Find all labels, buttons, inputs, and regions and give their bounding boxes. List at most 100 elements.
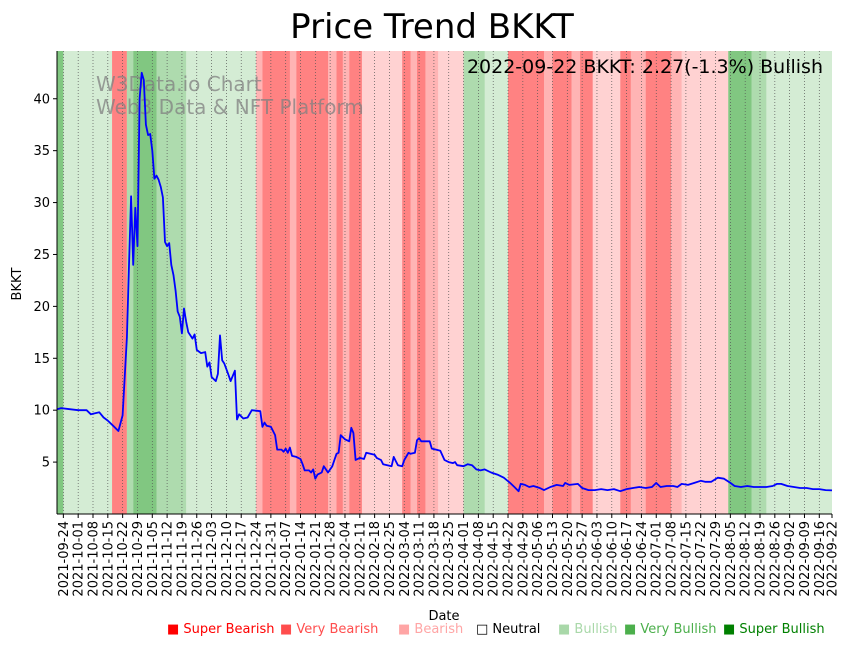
sentiment-band-very_bearish — [416, 51, 426, 514]
x-tick-label: 2022-03-04 — [398, 521, 413, 597]
x-tick-label: 2022-06-24 — [635, 521, 650, 597]
x-tick-label: 2022-01-21 — [309, 521, 324, 597]
x-tick-label: 2021-10-22 — [116, 521, 131, 597]
legend-marker: ■ — [280, 622, 296, 637]
x-tick-label: 2022-03-25 — [442, 521, 457, 597]
price-annotation: 2022-09-22 BKKT: 2.27(-1.3%) Bullish — [467, 56, 823, 78]
legend-label: Bullish — [574, 622, 617, 637]
sentiment-band-very_bullish — [57, 51, 64, 514]
legend-label: Neutral — [492, 622, 540, 637]
sentiment-band-very_bearish — [336, 51, 343, 514]
legend-item: ■ Super Bullish — [723, 622, 825, 637]
x-tick-label: 2021-12-17 — [235, 521, 250, 597]
y-ticks: 5 10 15 20 25 30 35 40 — [33, 92, 57, 471]
sentiment-band-bearish — [342, 51, 350, 514]
legend-marker: □ — [476, 622, 492, 637]
legend-label: Bearish — [414, 622, 463, 637]
x-tick-label: 2022-05-13 — [546, 521, 561, 597]
x-tick-label: 2022-05-27 — [576, 521, 591, 597]
legend-item: ■ Super Bearish — [167, 622, 275, 637]
sentiment-band-bearish_light — [681, 51, 729, 514]
x-tick-label: 2022-06-03 — [591, 521, 606, 597]
y-axis-label: BKKT — [10, 267, 25, 300]
x-tick-label: 2022-09-22 — [826, 521, 841, 597]
x-tick-label: 2022-07-08 — [665, 521, 680, 597]
legend-label: Very Bullish — [640, 622, 716, 637]
x-tick-label: 2022-01-28 — [324, 521, 339, 597]
x-tick-label: 2022-04-22 — [502, 521, 517, 597]
sentiment-band-bearish — [256, 51, 263, 514]
x-tick-label: 2022-06-10 — [605, 521, 620, 597]
x-tick-label: 2022-02-11 — [353, 521, 368, 597]
sentiment-band-bullish — [156, 51, 187, 514]
sentiment-band-bullish — [126, 51, 134, 514]
legend-label: Super Bullish — [739, 622, 824, 637]
sentiment-band-bearish — [671, 51, 682, 514]
x-tick-label: 2021-11-12 — [161, 521, 176, 597]
sentiment-band-very_bearish — [296, 51, 329, 514]
x-tick-label: 2022-01-07 — [279, 521, 294, 597]
legend-item: ■ Bullish — [558, 622, 617, 637]
chart-title: Price Trend BKKT — [290, 7, 574, 47]
y-tick-label: 40 — [33, 92, 50, 107]
sentiment-band-very_bearish — [620, 51, 631, 514]
y-tick-label: 30 — [33, 196, 50, 211]
x-tick-label: 2022-08-26 — [768, 521, 783, 597]
sentiment-band-bearish_light — [438, 51, 464, 514]
legend-marker: ■ — [167, 622, 183, 637]
y-tick-label: 20 — [33, 300, 50, 315]
x-tick-label: 2021-09-24 — [57, 521, 72, 597]
x-tick-label: 2021-12-31 — [264, 521, 279, 597]
sentiment-band-very_bearish — [112, 51, 127, 514]
legend-label: Super Bearish — [183, 622, 274, 637]
x-tick-label: 2022-02-04 — [339, 521, 354, 597]
watermark: W3Data.io Chart Web3 Data & NFT Platform — [96, 72, 364, 119]
sentiment-band-very_bullish — [728, 51, 752, 514]
sentiment-band-very_bearish — [552, 51, 572, 514]
sentiment-band-bearish — [425, 51, 439, 514]
sentiment-bands — [57, 51, 832, 514]
sentiment-band-bearish — [410, 51, 417, 514]
y-tick-label: 15 — [33, 352, 50, 367]
x-ticks: 2021-09-24 2021-10-01 2021-10-08 2021-10-15… — [57, 514, 841, 597]
sentiment-band-very_bearish — [508, 51, 545, 514]
x-tick-label: 2021-10-15 — [101, 521, 116, 597]
x-tick-label: 2022-02-18 — [368, 521, 383, 597]
sentiment-band-bullish — [463, 51, 485, 514]
x-tick-label: 2022-04-29 — [516, 521, 531, 597]
x-tick-label: 2022-07-15 — [679, 521, 694, 597]
x-tick-label: 2022-05-06 — [531, 521, 546, 597]
x-tick-label: 2022-08-05 — [724, 521, 739, 597]
x-tick-label: 2022-01-14 — [294, 521, 309, 597]
x-tick-label: 2022-04-01 — [457, 521, 472, 597]
x-tick-label: 2022-05-20 — [561, 521, 576, 597]
legend-marker: ■ — [723, 622, 739, 637]
series-group — [56, 71, 833, 493]
x-tick-label: 2021-10-29 — [131, 521, 146, 597]
x-tick-label: 2021-10-01 — [72, 521, 87, 597]
legend-label: Very Bearish — [296, 622, 378, 637]
sentiment-band-bearish — [289, 51, 297, 514]
x-tick-label: 2022-07-01 — [650, 521, 665, 597]
y-tick-label: 5 — [42, 456, 50, 471]
x-tick-label: 2021-12-03 — [205, 521, 220, 597]
sentiment-band-bullish_light — [63, 51, 113, 514]
sentiment-band-very_bearish — [349, 51, 362, 514]
x-tick-label: 2022-07-22 — [694, 521, 709, 597]
series-line-bkkt — [56, 71, 833, 493]
x-tick-label: 2022-09-16 — [813, 521, 828, 597]
x-tick-label: 2021-11-26 — [190, 521, 205, 597]
legend-item: □ Neutral — [476, 622, 540, 637]
x-tick-label: 2022-03-18 — [427, 521, 442, 597]
sentiment-band-bullish_light — [766, 51, 832, 514]
x-tick-label: 2022-08-19 — [754, 521, 769, 597]
x-tick-label: 2022-07-29 — [709, 521, 724, 597]
legend-item: ■ Bearish — [398, 622, 463, 637]
x-tick-label: 2021-11-05 — [146, 521, 161, 597]
vertical-gridlines — [63, 51, 820, 514]
legend-marker: ■ — [558, 622, 574, 637]
y-tick-label: 25 — [33, 248, 50, 263]
x-tick-label: 2022-09-09 — [798, 521, 813, 597]
sentiment-band-bearish — [328, 51, 337, 514]
